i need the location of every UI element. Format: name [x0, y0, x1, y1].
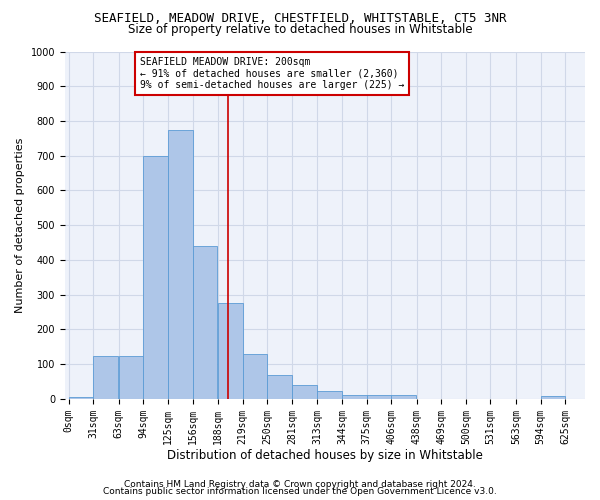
Bar [541, 396, 565, 399]
Bar [218, 304, 242, 399]
Bar [391, 395, 416, 399]
Text: Size of property relative to detached houses in Whitstable: Size of property relative to detached ho… [128, 22, 472, 36]
Bar [317, 392, 342, 399]
Bar [168, 130, 193, 399]
Bar [193, 246, 217, 399]
Bar [143, 156, 168, 399]
Bar [242, 354, 268, 399]
Text: Contains HM Land Registry data © Crown copyright and database right 2024.: Contains HM Land Registry data © Crown c… [124, 480, 476, 489]
Bar [367, 395, 391, 399]
Bar [292, 385, 317, 399]
Bar [342, 395, 367, 399]
Text: SEAFIELD, MEADOW DRIVE, CHESTFIELD, WHITSTABLE, CT5 3NR: SEAFIELD, MEADOW DRIVE, CHESTFIELD, WHIT… [94, 12, 506, 26]
Text: Contains public sector information licensed under the Open Government Licence v3: Contains public sector information licen… [103, 487, 497, 496]
X-axis label: Distribution of detached houses by size in Whitstable: Distribution of detached houses by size … [167, 450, 483, 462]
Text: SEAFIELD MEADOW DRIVE: 200sqm
← 91% of detached houses are smaller (2,360)
9% of: SEAFIELD MEADOW DRIVE: 200sqm ← 91% of d… [140, 56, 404, 90]
Bar [94, 356, 118, 399]
Bar [268, 374, 292, 399]
Bar [69, 397, 94, 399]
Y-axis label: Number of detached properties: Number of detached properties [15, 138, 25, 313]
Bar [119, 356, 143, 399]
